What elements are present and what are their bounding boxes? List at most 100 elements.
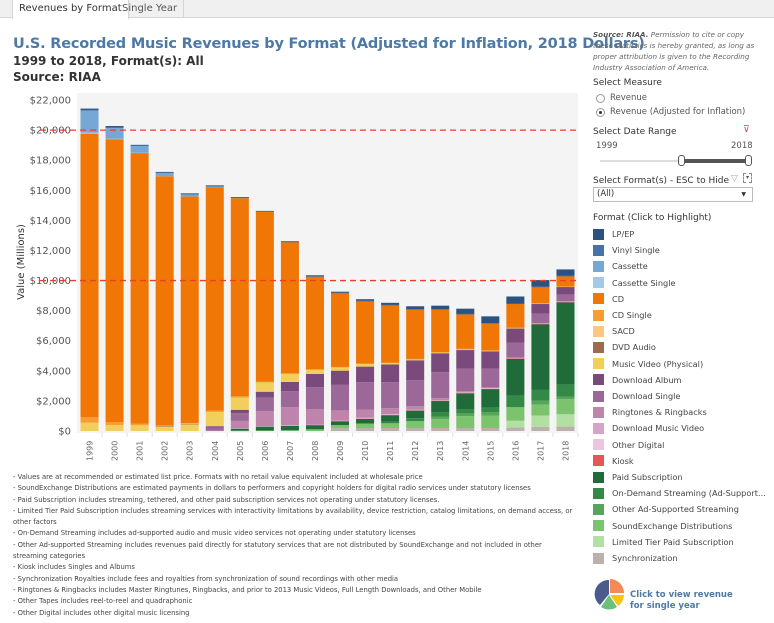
legend-item[interactable]: Kiosk — [593, 454, 634, 468]
bar-segment — [255, 391, 274, 398]
filter-icon[interactable]: ▽ — [731, 174, 738, 184]
bar-segment — [305, 369, 324, 370]
bar-segment — [331, 366, 350, 368]
footnote-line: - Other Tapes includes reel-to-reel and … — [13, 597, 193, 606]
legend-item[interactable]: Paid Subscription — [593, 470, 683, 484]
bar-segment — [506, 427, 525, 431]
legend-label: Download Music Video — [612, 423, 705, 434]
bar-segment — [406, 410, 425, 419]
legend-item[interactable]: SoundExchange Distributions — [593, 519, 732, 533]
bar-segment — [205, 186, 224, 188]
legend-item[interactable]: SACD — [593, 324, 635, 338]
bar-segment — [406, 421, 425, 428]
legend-item[interactable]: Cassette Single — [593, 276, 676, 290]
bar-segment — [356, 409, 375, 418]
bar-segment — [431, 400, 450, 401]
bar-segment — [205, 410, 224, 412]
bar-segment — [255, 430, 274, 432]
bar-segment — [205, 430, 224, 432]
legend-item[interactable]: Download Music Video — [593, 421, 704, 435]
legend-item[interactable]: Download Single — [593, 389, 680, 403]
bar-segment — [506, 357, 525, 358]
legend-label: Other Ad-Supported Streaming — [612, 504, 739, 515]
radio-button-selected[interactable] — [596, 107, 605, 117]
legend-item[interactable]: DVD Audio — [593, 340, 656, 354]
bar-segment — [431, 400, 450, 401]
bar-segment — [456, 313, 475, 315]
legend-item[interactable]: On-Demand Streaming (Ad-Support... — [593, 486, 766, 500]
legend-label: On-Demand Streaming (Ad-Support... — [612, 488, 766, 499]
legend-item[interactable]: Vinyl Single — [593, 243, 660, 257]
tab-single-year[interactable]: Single Year — [116, 0, 185, 18]
bar-segment — [556, 384, 575, 397]
legend-swatch — [593, 228, 604, 240]
bar-segment — [481, 427, 500, 431]
bar-segment — [556, 287, 575, 295]
x-tick-label: 2012 — [411, 441, 420, 461]
bar-segment — [305, 369, 324, 374]
legend-swatch — [593, 406, 604, 418]
dropdown-menu-icon[interactable]: ▾ — [743, 173, 752, 183]
date-slider-handle-end[interactable] — [745, 155, 752, 166]
y-tick-label: $18,000 — [30, 156, 71, 167]
bar-segment — [105, 425, 124, 431]
clear-filter-icon[interactable]: ⊽ — [743, 125, 750, 135]
legend-item[interactable]: Other Ad-Supported Streaming — [593, 502, 739, 516]
bar-segment — [456, 392, 475, 394]
legend-label: SoundExchange Distributions — [612, 520, 733, 531]
bar-segment — [531, 400, 550, 405]
legend-item[interactable]: Limited Tier Paid Subscription — [593, 535, 734, 549]
tab-revenues-by-format[interactable]: Revenues by Format — [12, 0, 129, 19]
bar-segment — [456, 368, 475, 392]
bar-segment — [255, 426, 274, 431]
legend-item[interactable]: Cassette — [593, 259, 648, 273]
y-tick-label: $20,000 — [30, 126, 71, 137]
bar-segment — [155, 171, 174, 173]
bar-segment — [431, 427, 450, 431]
bar-segment — [255, 426, 274, 427]
format-select[interactable]: (All) ▼ — [593, 187, 753, 202]
legend-item[interactable]: CD — [593, 292, 624, 306]
bar-segment — [531, 323, 550, 324]
legend-item[interactable]: Other Digital — [593, 438, 664, 452]
legend-item[interactable]: LP/EP — [593, 227, 634, 241]
legend-label: Music Video (Physical) — [612, 358, 704, 369]
bar-segment — [280, 373, 299, 382]
bar-segment — [481, 389, 500, 408]
pie-chart-icon[interactable] — [593, 578, 625, 610]
bar-segment — [130, 145, 149, 147]
bar-segment — [406, 418, 425, 422]
bar-segment — [255, 210, 274, 212]
legend-item[interactable]: Music Video (Physical) — [593, 357, 703, 371]
legend-swatch — [593, 293, 604, 305]
single-year-link[interactable]: Click to view revenue for single year — [630, 590, 733, 611]
legend-item[interactable]: Download Album — [593, 373, 682, 387]
footnote-line: - Paid Subscription includes streaming, … — [13, 495, 440, 504]
bar-segment — [155, 173, 174, 177]
bar-segment — [506, 327, 525, 329]
source-note: Source: RIAA. Permission to cite or copy… — [593, 29, 765, 71]
radio-button[interactable] — [596, 93, 605, 103]
y-tick-label: $10,000 — [30, 276, 71, 287]
legend-swatch — [593, 422, 604, 434]
bar-segment — [305, 429, 324, 431]
pie-slice-navy — [594, 579, 609, 605]
bar-segment — [456, 393, 475, 410]
y-tick-label: $6,000 — [36, 336, 71, 347]
bar-segment — [481, 323, 500, 324]
bar-segment — [105, 138, 124, 140]
date-slider-handle-start[interactable] — [678, 155, 685, 166]
bar-segment — [280, 381, 299, 392]
legend-item[interactable]: CD Single — [593, 308, 652, 322]
radio-revenue[interactable]: Revenue — [596, 93, 647, 103]
x-tick-label: 2006 — [261, 441, 270, 461]
bar-segment — [406, 309, 425, 310]
legend-label: SACD — [612, 326, 635, 337]
radio-revenue-adjusted[interactable]: Revenue (Adjusted for Inflation) — [596, 107, 745, 117]
pie-slice-yellow — [610, 595, 624, 606]
legend-label: CD — [612, 293, 625, 304]
bar-segment — [205, 185, 224, 186]
legend-item[interactable]: Synchronization — [593, 551, 678, 565]
legend-item[interactable]: Ringtones & Ringbacks — [593, 405, 707, 419]
date-slider-track[interactable] — [600, 160, 750, 162]
